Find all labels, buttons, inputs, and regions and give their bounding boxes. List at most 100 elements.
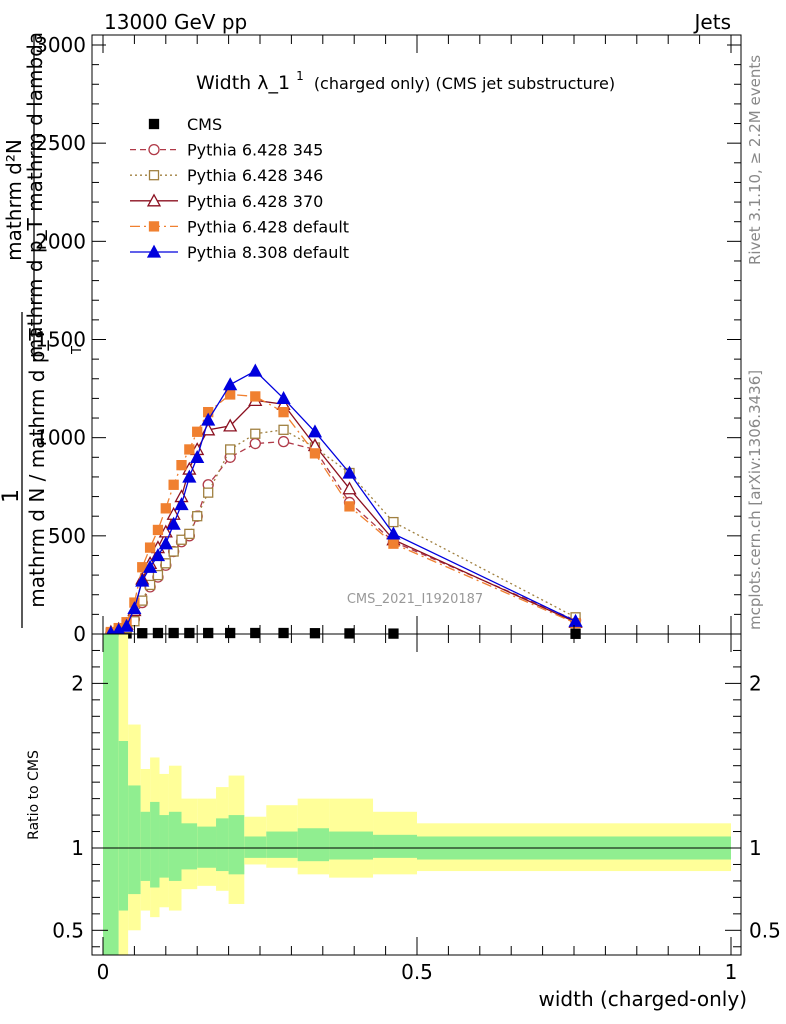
ratio-stat-band bbox=[266, 831, 298, 858]
data-point-pythia-6-428-default bbox=[168, 479, 179, 490]
legend-label: Pythia 6.428 370 bbox=[187, 192, 323, 211]
data-point-pythia-8-308-default bbox=[182, 469, 197, 483]
ratio-y-tick-label: 1 bbox=[71, 836, 84, 860]
data-point-pythia-6-428-346 bbox=[278, 424, 289, 435]
ratio-stat-band bbox=[197, 826, 217, 868]
data-point-pythia-6-428-default bbox=[144, 542, 156, 553]
header-left: 13000 GeV pp bbox=[104, 10, 247, 34]
series-line-pythia-6-428-370 bbox=[110, 399, 576, 633]
legend-marker bbox=[146, 193, 162, 207]
legend: CMS Pythia 6.428 345 Pythia 6.428 346 Pythi… bbox=[130, 115, 349, 262]
data-point-pythia-8-308-default bbox=[223, 377, 238, 391]
data-point-pythia-6-428-346 bbox=[176, 534, 187, 545]
data-point-pythia-6-428-default bbox=[176, 460, 187, 471]
plot-title: Width λ_1 1 (charged only) (CMS jet subs… bbox=[196, 63, 615, 94]
ratio-y-tick-label-right: 1 bbox=[749, 836, 762, 860]
header-right: Jets bbox=[693, 10, 731, 34]
y-label-prefix: 1 bbox=[0, 489, 24, 503]
data-point-pythia-8-308-default bbox=[342, 465, 357, 479]
data-point-pythia-6-428-346 bbox=[168, 546, 179, 557]
data-point-cms bbox=[225, 627, 236, 639]
main-y-tick-label: 2500 bbox=[35, 131, 86, 155]
data-point-pythia-6-428-345 bbox=[277, 435, 290, 448]
series-pythia-8-308-default bbox=[103, 363, 583, 639]
data-point-pythia-6-428-370 bbox=[342, 481, 357, 495]
data-point-cms bbox=[152, 627, 164, 639]
legend-label: Pythia 8.308 default bbox=[187, 243, 349, 262]
ratio-plot-frame bbox=[91, 633, 742, 956]
main-y-tick-label: 1500 bbox=[35, 328, 86, 352]
ratio-x-tick-label: 1 bbox=[725, 960, 738, 984]
data-point-pythia-6-428-default bbox=[344, 501, 355, 512]
y-label-denominator: mathrm d N / mathrm d p_T bbox=[25, 328, 49, 608]
ratio-stat-band bbox=[216, 818, 229, 872]
legend-marker bbox=[148, 143, 160, 156]
main-y-tick-label: 3000 bbox=[35, 33, 86, 57]
data-point-pythia-8-308-default bbox=[158, 536, 173, 550]
data-point-pythia-8-308-default bbox=[201, 412, 216, 426]
data-point-pythia-8-308-default bbox=[248, 363, 263, 377]
ratio-y-tick-label: 0.5 bbox=[52, 918, 84, 942]
data-point-cms bbox=[344, 628, 355, 639]
legend-marker bbox=[148, 118, 160, 130]
legend-entry-pythia-6-428-370: Pythia 6.428 370 bbox=[130, 192, 323, 211]
ratio-stat-band bbox=[228, 815, 245, 875]
data-point-pythia-6-428-default bbox=[309, 448, 321, 459]
data-point-pythia-8-308-default bbox=[127, 601, 142, 615]
data-point-cms bbox=[203, 627, 214, 639]
ratio-stat-band bbox=[168, 811, 182, 881]
ratio-plot: 0.5 0.51 12 2 0 0.5 1 Ratio to CMS width (cha… bbox=[26, 633, 781, 1011]
y-label-numerator: mathrm d²N bbox=[2, 139, 26, 261]
main-y-tick-label: 0 bbox=[73, 622, 86, 646]
series-pythia-6-428-346 bbox=[105, 424, 581, 639]
data-point-pythia-8-308-default bbox=[174, 497, 189, 511]
ratio-y-tick-label: 2 bbox=[71, 671, 84, 695]
data-point-pythia-6-428-default bbox=[152, 524, 164, 536]
main-y-tick-label: 2000 bbox=[35, 229, 86, 253]
ratio-x-tick-label: 0.5 bbox=[401, 960, 433, 984]
data-point-pythia-8-308-default bbox=[150, 548, 166, 562]
data-point-pythia-6-428-346 bbox=[152, 569, 164, 581]
data-point-cms bbox=[309, 628, 321, 639]
data-point-pythia-6-428-default bbox=[184, 444, 195, 455]
data-point-pythia-6-428-346 bbox=[225, 444, 236, 455]
data-point-pythia-8-308-default bbox=[119, 618, 134, 632]
ratio-stat-band bbox=[373, 834, 417, 858]
data-point-pythia-6-428-370 bbox=[223, 418, 238, 432]
data-point-pythia-8-308-default bbox=[166, 516, 181, 530]
plot-title-main: Width λ_1 bbox=[196, 72, 290, 94]
ratio-bands-layer bbox=[103, 634, 731, 955]
data-point-pythia-6-428-default bbox=[192, 426, 203, 437]
data-point-pythia-6-428-346 bbox=[192, 511, 203, 522]
data-point-pythia-6-428-default bbox=[388, 538, 399, 549]
ratio-x-tick-label: 0 bbox=[97, 960, 110, 984]
data-point-pythia-8-308-default bbox=[568, 613, 583, 627]
y-axis-label: 1 mathrm d²N mathrm d p_T mathrm d lambd… bbox=[0, 32, 85, 628]
data-point-pythia-6-428-346 bbox=[250, 428, 261, 439]
legend-label: Pythia 6.428 default bbox=[187, 217, 349, 236]
ratio-y-label: Ratio to CMS bbox=[26, 750, 42, 840]
main-y-tick-label: 1000 bbox=[35, 426, 86, 450]
ratio-stat-band bbox=[140, 811, 151, 881]
data-point-cms bbox=[184, 627, 195, 639]
main-y-ticks: 0 500 1000 1500 2000 2500 3000 bbox=[35, 33, 741, 646]
legend-entry-pythia-8-308-default: Pythia 8.308 default bbox=[130, 243, 349, 262]
main-y-tick-label: 500 bbox=[48, 524, 86, 548]
ratio-stat-band bbox=[159, 815, 169, 878]
data-point-cms bbox=[250, 627, 261, 639]
ratio-stat-band bbox=[329, 831, 374, 860]
ratio-x-ticks: 0 0.5 1 bbox=[97, 634, 738, 984]
legend-label: Pythia 6.428 346 bbox=[187, 166, 323, 185]
watermark: CMS_2021_I1920187 bbox=[347, 592, 483, 607]
main-series-layer bbox=[103, 363, 583, 639]
legend-label: CMS bbox=[187, 115, 222, 134]
legend-entry-pythia-6-428-346: Pythia 6.428 346 bbox=[130, 166, 323, 185]
series-line-pythia-6-428-default bbox=[110, 393, 576, 633]
data-point-pythia-6-428-default bbox=[225, 389, 236, 400]
main-plot: 0 500 1000 1500 2000 2500 3000 Width λ_1 1 (ch… bbox=[0, 32, 742, 646]
ratio-stat-band bbox=[128, 785, 141, 895]
legend-entry-cms: CMS bbox=[148, 115, 222, 134]
x-axis-label: width (charged-only) bbox=[539, 987, 747, 1011]
ratio-stat-band bbox=[103, 634, 119, 955]
